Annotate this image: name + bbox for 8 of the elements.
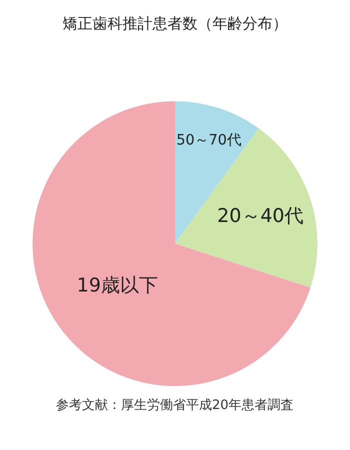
chart-title: 矯正歯科推計患者数（年齢分布） xyxy=(62,14,288,32)
pie-slice xyxy=(175,128,318,288)
pie-slice xyxy=(175,101,259,244)
text: 参考文献：厚生労働省平成20年患者調査 xyxy=(56,398,294,413)
slice-label: 20～40代 xyxy=(217,204,304,227)
slice-label: 50～70代 xyxy=(176,132,241,149)
pie-slice xyxy=(32,101,310,386)
slice-label: 19歳以下 xyxy=(76,274,158,297)
